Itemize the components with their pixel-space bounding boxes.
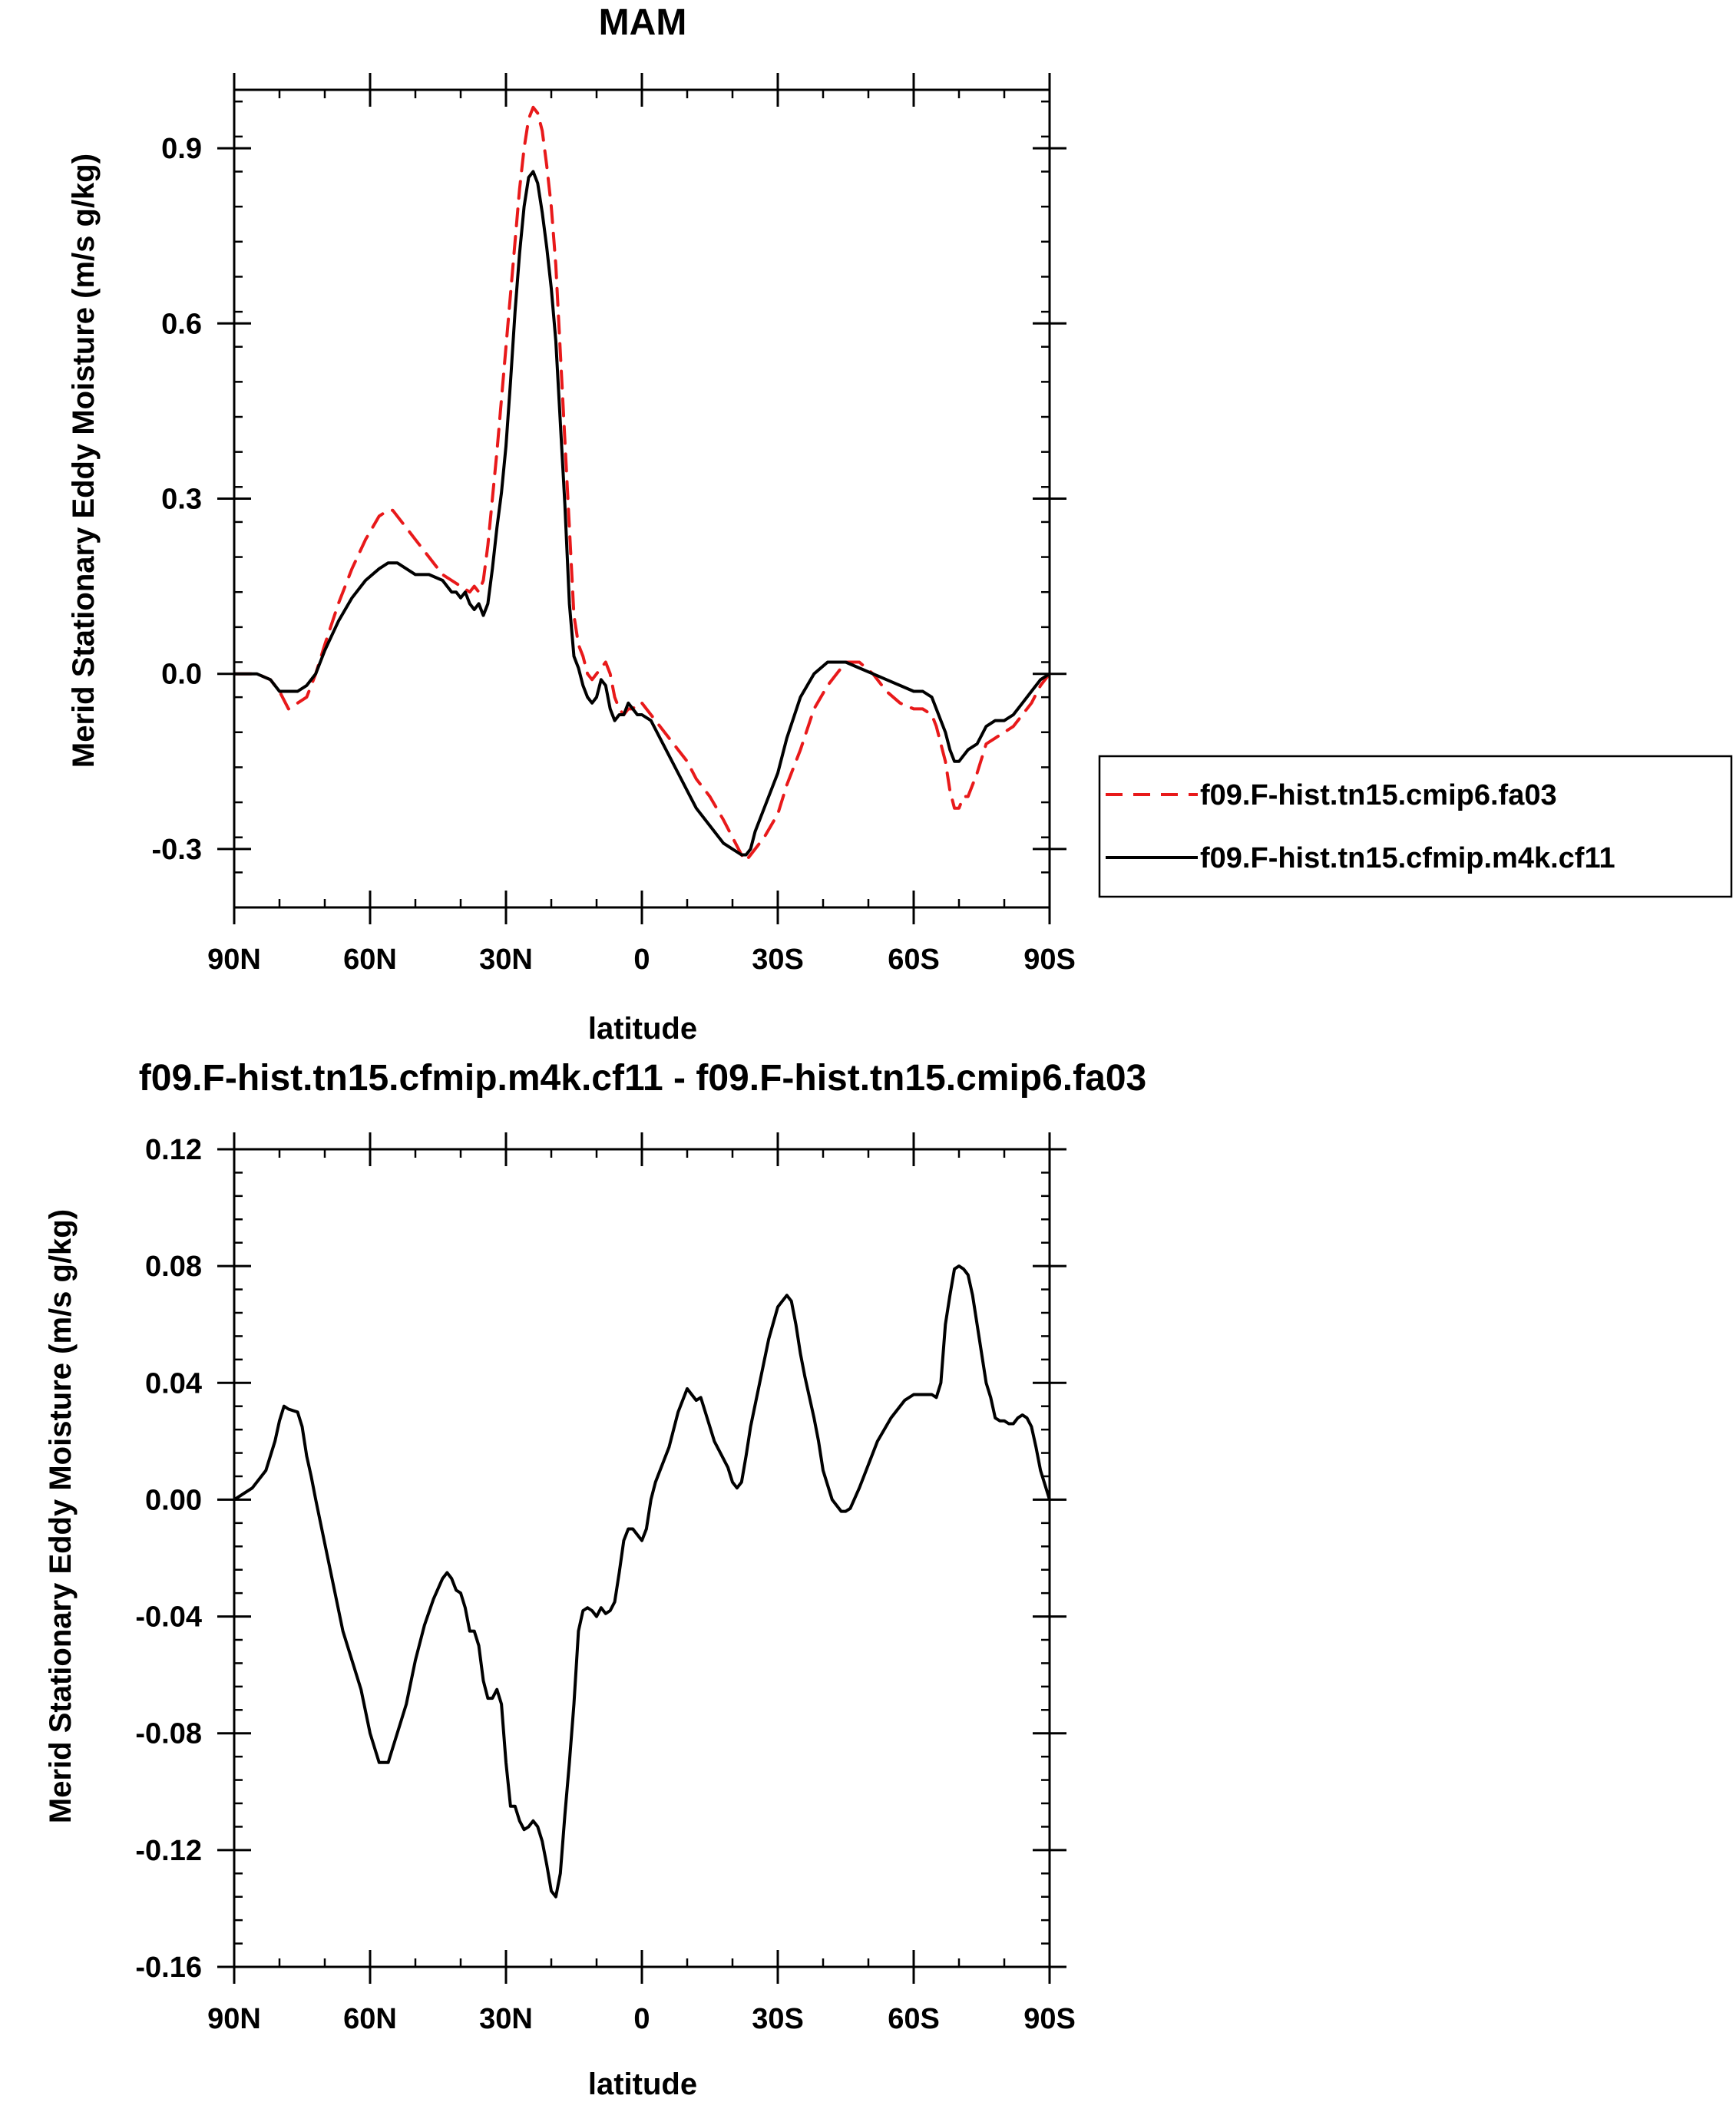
y-tick-label: -0.04 [135,1601,202,1634]
bottom-chart: f09.F-hist.tn15.cfmip.m4k.cf11 - f09.F-h… [44,1058,1146,2101]
x-axis-label: latitude [588,2067,697,2101]
y-tick-label: 0.12 [145,1134,202,1166]
y-tick-label: 0.6 [161,308,202,340]
series-line-1 [233,105,1051,863]
plot-frame [233,88,1051,909]
legend-label-series-2: f09.F-hist.tn15.cfmip.m4k.cf11 [1200,842,1615,874]
y-tick-label: -0.3 [152,834,202,866]
y-tick-label: 0.00 [145,1484,202,1516]
top-chart: MAM Merid Stationary Eddy Moisture (m/s … [67,2,1733,1046]
x-tick-label: 60S [888,944,940,976]
y-tick-label: -0.08 [135,1718,202,1750]
y-tick-label: -0.12 [135,1835,202,1867]
chart-title: f09.F-hist.tn15.cfmip.m4k.cf11 - f09.F-h… [139,1058,1146,1099]
y-tick-label: 0.9 [161,133,202,165]
y-axis-label: Merid Stationary Eddy Moisture (m/s g/kg… [44,1209,78,1823]
x-tick-label: 30S [752,2003,804,2035]
y-tick-label: 0.3 [161,484,202,516]
legend-box [1098,755,1733,898]
x-tick-label: 0 [633,944,650,976]
y-tick-label: 0.08 [145,1251,202,1283]
x-tick-label: 30N [479,2003,533,2035]
x-axis-label: latitude [588,1012,697,1046]
x-tick-label: 90S [1023,944,1076,976]
legend: f09.F-hist.tn15.cmip6.fa03 f09.F-hist.tn… [1098,755,1733,898]
x-tick-label: 0 [633,2003,650,2035]
x-tick-label: 60N [343,944,397,976]
legend-label-series-1: f09.F-hist.tn15.cmip6.fa03 [1200,779,1557,811]
x-tick-label: 30N [479,944,533,976]
x-tick-label: 60S [888,2003,940,2035]
plot-frame [233,1148,1051,1968]
x-tick-label: 90N [207,2003,261,2035]
y-axis-label: Merid Stationary Eddy Moisture (m/s g/kg… [67,154,101,768]
series-line-2 [233,170,1051,857]
x-tick-label: 30S [752,944,804,976]
x-tick-label: 90N [207,944,261,976]
x-tick-label: 60N [343,2003,397,2035]
x-tick-label: 90S [1023,2003,1076,2035]
y-tick-label: 0.04 [145,1367,202,1400]
chart-title: MAM [599,2,687,43]
y-tick-label: 0.0 [161,659,202,691]
y-tick-label: -0.16 [135,1952,202,1984]
series-line-1 [233,1264,1051,1899]
